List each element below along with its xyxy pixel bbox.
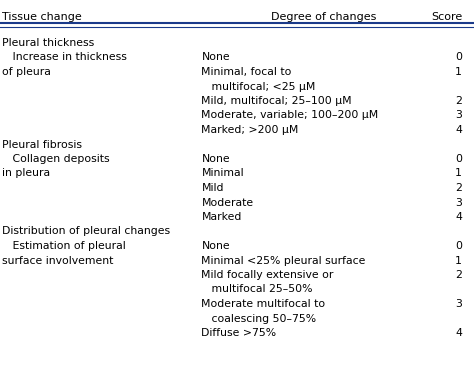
Text: Minimal <25% pleural surface: Minimal <25% pleural surface (201, 256, 366, 265)
Text: None: None (201, 154, 230, 164)
Text: 2: 2 (455, 270, 462, 280)
Text: Increase in thickness: Increase in thickness (2, 53, 127, 62)
Text: Marked: Marked (201, 212, 242, 222)
Text: 3: 3 (455, 197, 462, 208)
Text: 1: 1 (455, 169, 462, 178)
Text: Collagen deposits: Collagen deposits (2, 154, 110, 164)
Text: None: None (201, 53, 230, 62)
Text: multifocal 25–50%: multifocal 25–50% (201, 285, 313, 294)
Text: Pleural fibrosis: Pleural fibrosis (2, 139, 82, 150)
Text: of pleura: of pleura (2, 67, 51, 77)
Text: Minimal, focal to: Minimal, focal to (201, 67, 292, 77)
Text: coalescing 50–75%: coalescing 50–75% (201, 313, 317, 324)
Text: Degree of changes: Degree of changes (271, 12, 376, 22)
Text: 4: 4 (455, 328, 462, 338)
Text: Score: Score (431, 12, 462, 22)
Text: Mild, multifocal; 25–100 μM: Mild, multifocal; 25–100 μM (201, 96, 352, 106)
Text: Distribution of pleural changes: Distribution of pleural changes (2, 226, 171, 237)
Text: Mild focally extensive or: Mild focally extensive or (201, 270, 334, 280)
Text: in pleura: in pleura (2, 169, 51, 178)
Text: 1: 1 (455, 67, 462, 77)
Text: 3: 3 (455, 299, 462, 309)
Text: Mild: Mild (201, 183, 224, 193)
Text: 2: 2 (455, 183, 462, 193)
Text: 2: 2 (455, 96, 462, 106)
Text: Estimation of pleural: Estimation of pleural (2, 241, 126, 251)
Text: Moderate, variable; 100–200 μM: Moderate, variable; 100–200 μM (201, 110, 379, 121)
Text: Diffuse >75%: Diffuse >75% (201, 328, 276, 338)
Text: None: None (201, 241, 230, 251)
Text: 1: 1 (455, 256, 462, 265)
Text: 0: 0 (455, 154, 462, 164)
Text: 4: 4 (455, 212, 462, 222)
Text: multifocal; <25 μM: multifocal; <25 μM (201, 82, 316, 91)
Text: 0: 0 (455, 241, 462, 251)
Text: Marked; >200 μM: Marked; >200 μM (201, 125, 299, 135)
Text: Moderate: Moderate (201, 197, 254, 208)
Text: surface involvement: surface involvement (2, 256, 114, 265)
Text: 4: 4 (455, 125, 462, 135)
Text: Minimal: Minimal (201, 169, 244, 178)
Text: Moderate multifocal to: Moderate multifocal to (201, 299, 326, 309)
Text: Pleural thickness: Pleural thickness (2, 38, 95, 48)
Text: 0: 0 (455, 53, 462, 62)
Text: Tissue change: Tissue change (2, 12, 82, 22)
Text: 3: 3 (455, 110, 462, 121)
